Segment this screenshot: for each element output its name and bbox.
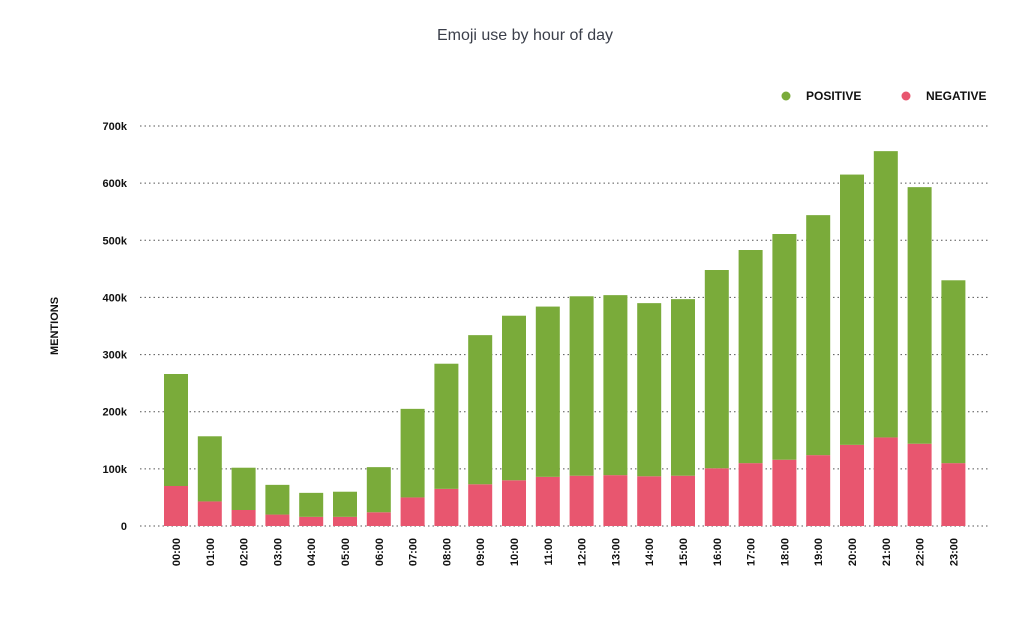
bar-negative-1500 — [671, 475, 695, 526]
bar-negative-1400 — [637, 476, 662, 526]
x-tick-label: 15:00 — [678, 538, 690, 566]
bar-positive-1400 — [637, 303, 662, 477]
bar-negative-0200 — [231, 510, 256, 526]
bar-negative-1200 — [569, 475, 594, 526]
bar-positive-1600 — [704, 270, 729, 469]
x-tick-label: 13:00 — [610, 538, 622, 566]
y-tick-label: 100k — [103, 464, 128, 476]
bar-positive-1300 — [603, 295, 628, 476]
x-tick-label: 06:00 — [374, 538, 386, 566]
bar-negative-0800 — [434, 488, 459, 526]
legend-marker-negative — [901, 91, 911, 101]
bar-positive-1200 — [569, 296, 594, 476]
x-tick-label: 23:00 — [948, 538, 960, 566]
bar-negative-0500 — [333, 516, 357, 526]
x-tick-label: 14:00 — [644, 538, 656, 566]
bar-positive-2000 — [840, 174, 864, 445]
bar-negative-1300 — [603, 475, 628, 526]
bar-positive-2300 — [941, 280, 966, 464]
bar-negative-0700 — [400, 497, 425, 526]
bar-positive-0600 — [366, 467, 391, 513]
bar-positive-0700 — [400, 408, 425, 498]
chart-title: Emoji use by hour of day — [437, 27, 613, 44]
y-axis-label: MENTIONS — [49, 297, 61, 355]
bar-negative-0100 — [197, 501, 222, 526]
bar-positive-0000 — [164, 374, 188, 486]
bar-negative-1600 — [704, 468, 729, 526]
x-tick-label: 19:00 — [813, 538, 825, 566]
y-tick-label: 600k — [103, 178, 128, 190]
legend-marker-positive — [781, 91, 791, 101]
y-tick-label: 500k — [103, 235, 128, 247]
x-tick-label: 12:00 — [577, 538, 589, 566]
x-tick-label: 07:00 — [408, 538, 420, 566]
bar-negative-0000 — [164, 486, 188, 526]
legend-label-negative: NEGATIVE — [926, 89, 986, 103]
x-axis-ticks: 00:00 01:00 02:00 03:00 04:00 05:00 06:00 07:00… — [171, 538, 960, 566]
bar-positive-2200 — [907, 187, 932, 444]
bar-positive-1000 — [502, 315, 526, 481]
bar-positive-0800 — [434, 363, 459, 489]
x-tick-label: 02:00 — [239, 538, 251, 566]
bar-positive-0200 — [231, 467, 256, 510]
bar-negative-2200 — [907, 443, 932, 526]
bar-negative-2100 — [873, 437, 898, 526]
x-tick-label: 16:00 — [712, 538, 724, 566]
bar-negative-1900 — [806, 455, 831, 526]
bar-positive-1900 — [806, 215, 831, 456]
x-tick-label: 08:00 — [441, 538, 453, 566]
bar-positive-0500 — [333, 491, 357, 517]
y-tick-label: 400k — [103, 292, 128, 304]
bar-negative-0600 — [366, 512, 391, 526]
x-tick-label: 01:00 — [205, 538, 217, 566]
x-tick-label: 21:00 — [881, 538, 893, 566]
legend: POSITIVE NEGATIVE — [781, 89, 986, 103]
bars — [164, 151, 966, 526]
y-tick-label: 200k — [103, 407, 128, 419]
x-tick-label: 00:00 — [171, 538, 183, 566]
bar-negative-1100 — [535, 476, 560, 526]
x-tick-label: 11:00 — [543, 538, 555, 566]
bar-positive-1500 — [671, 299, 695, 476]
x-tick-label: 17:00 — [746, 538, 758, 566]
bar-negative-1000 — [502, 480, 526, 526]
bar-negative-1700 — [738, 463, 763, 526]
x-tick-label: 20:00 — [847, 538, 859, 566]
y-tick-label: 0 — [121, 521, 127, 533]
bar-positive-0100 — [197, 436, 222, 502]
x-tick-label: 18:00 — [779, 538, 791, 566]
x-tick-label: 10:00 — [509, 538, 521, 566]
bar-negative-0400 — [299, 516, 324, 526]
y-tick-label: 300k — [103, 350, 128, 362]
x-tick-label: 09:00 — [475, 538, 487, 566]
legend-label-positive: POSITIVE — [806, 89, 861, 103]
x-tick-label: 04:00 — [306, 538, 318, 566]
bar-negative-1800 — [772, 459, 797, 526]
x-tick-label: 22:00 — [915, 538, 927, 566]
bar-positive-0300 — [265, 484, 290, 515]
bar-negative-0300 — [265, 514, 290, 526]
bar-positive-1800 — [772, 234, 797, 460]
y-axis-ticks: 0 100k 200k 300k 400k 500k 600k 700k — [103, 121, 128, 533]
bar-negative-2000 — [840, 444, 864, 526]
bar-positive-1100 — [535, 306, 560, 477]
bar-negative-0900 — [468, 484, 493, 526]
y-tick-label: 700k — [103, 121, 128, 133]
x-tick-label: 03:00 — [272, 538, 284, 566]
x-tick-label: 05:00 — [340, 538, 352, 566]
bar-positive-0900 — [468, 335, 493, 485]
bar-positive-1700 — [738, 250, 763, 464]
bar-positive-0400 — [299, 492, 324, 517]
bar-positive-2100 — [873, 151, 898, 438]
bar-negative-2300 — [941, 463, 966, 526]
